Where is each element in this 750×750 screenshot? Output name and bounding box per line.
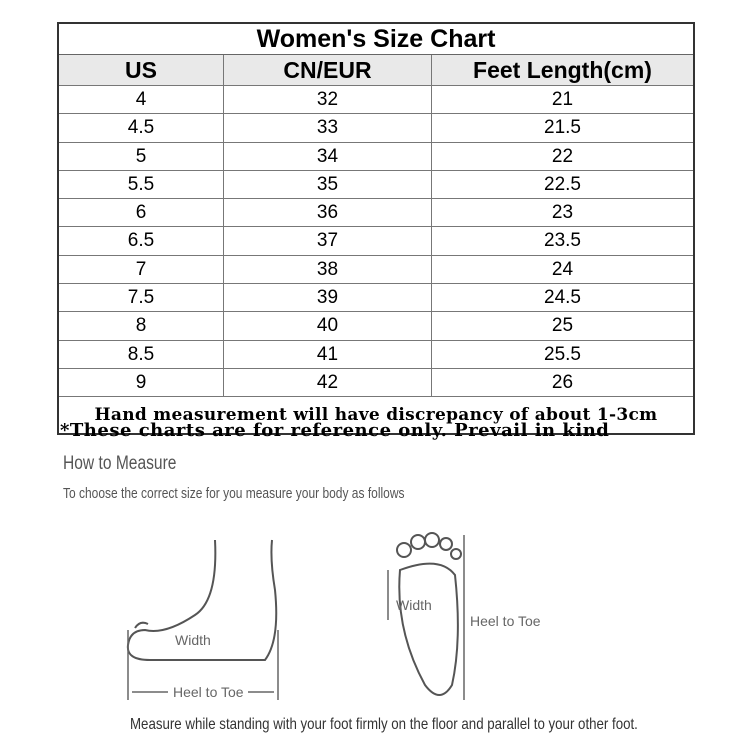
side-length-arrow bbox=[127, 630, 279, 700]
table-title: Women's Size Chart bbox=[59, 24, 693, 55]
cell-us: 4.5 bbox=[59, 114, 224, 142]
cell-cn-eur: 35 bbox=[224, 170, 432, 199]
cell-feet-length: 25.5 bbox=[544, 343, 581, 365]
cell-feet-length: 21 bbox=[551, 89, 574, 110]
table-note: Hand measurement will have discrepancy o… bbox=[94, 405, 658, 426]
how-to-measure-title: How to Measure bbox=[63, 453, 177, 474]
cell-cn-eur: 38 bbox=[224, 255, 432, 284]
reference-note: *These charts are for reference only. Pr… bbox=[60, 420, 610, 441]
table-header-row: US CN/EUR Feet Length(cm) bbox=[59, 55, 693, 86]
table-row: 8 40 25 bbox=[59, 312, 693, 341]
cell-feet-length: 26 bbox=[551, 371, 574, 393]
table-row: 7.5 39 24.5 bbox=[59, 284, 693, 313]
side-width-label: Width bbox=[175, 632, 211, 648]
cell-us: 7.5 bbox=[59, 284, 224, 312]
sole-illustration bbox=[396, 532, 462, 696]
table-row: 6.5 37 23.5 bbox=[59, 227, 693, 256]
cell-cn-eur: 37 bbox=[224, 227, 432, 255]
cell-cn-eur: 39 bbox=[224, 284, 432, 312]
foot-measure-diagram: Width Heel to Toe Width Heel to Toe bbox=[126, 532, 541, 700]
cell-cn-eur: 36 bbox=[224, 199, 432, 227]
sole-width-label: Width bbox=[396, 597, 432, 613]
table-row: 6 36 23 bbox=[59, 199, 693, 228]
table-row: 7 38 24 bbox=[59, 255, 693, 285]
side-length-label: Heel to Toe bbox=[173, 684, 244, 700]
cell-us: 7 bbox=[59, 255, 224, 284]
cell-feet-length: 23.5 bbox=[544, 230, 581, 252]
table-row: 5 34 22 bbox=[59, 142, 693, 171]
table-row: 5.5 35 22.5 bbox=[59, 170, 693, 200]
table-row: 9 42 26 bbox=[59, 368, 693, 398]
size-chart-table: Women's Size Chart US CN/EUR Feet Length… bbox=[57, 22, 695, 436]
cell-feet-length: 24.5 bbox=[544, 287, 581, 309]
cell-cn-eur: 32 bbox=[224, 86, 432, 114]
cell-us: 6 bbox=[59, 199, 224, 227]
sole-arrows bbox=[387, 535, 465, 700]
cell-cn-eur: 33 bbox=[224, 114, 432, 142]
how-to-measure-subtitle: To choose the correct size for you measu… bbox=[63, 485, 405, 502]
table-row: 4.5 33 21.5 bbox=[59, 114, 693, 143]
cell-us: 4 bbox=[59, 86, 224, 114]
header-cn-eur: CN/EUR bbox=[224, 55, 432, 85]
table-row: 8.5 41 25.5 bbox=[59, 340, 693, 369]
cell-cn-eur: 41 bbox=[224, 340, 432, 368]
cell-cn-eur: 34 bbox=[224, 142, 432, 170]
cell-cn-eur: 42 bbox=[224, 368, 432, 397]
cell-feet-length: 25 bbox=[551, 315, 574, 337]
cell-feet-length: 22.5 bbox=[544, 173, 581, 195]
sole-length-label: Heel to Toe bbox=[470, 613, 541, 629]
cell-us: 9 bbox=[59, 368, 224, 397]
table-row: 4 32 21 bbox=[59, 86, 693, 115]
cell-feet-length: 24 bbox=[551, 258, 574, 280]
header-us: US bbox=[59, 55, 224, 85]
cell-us: 8 bbox=[59, 312, 224, 340]
cell-us: 6.5 bbox=[59, 227, 224, 255]
measure-caption: Measure while standing with your foot fi… bbox=[130, 716, 638, 733]
cell-feet-length: 23 bbox=[551, 202, 574, 224]
cell-cn-eur: 40 bbox=[224, 312, 432, 340]
cell-us: 5.5 bbox=[59, 170, 224, 199]
cell-feet-length: 21.5 bbox=[544, 117, 581, 139]
cell-us: 8.5 bbox=[59, 340, 224, 368]
cell-feet-length: 22 bbox=[551, 145, 574, 167]
header-feet-length: Feet Length(cm) bbox=[473, 57, 652, 83]
cell-us: 5 bbox=[59, 142, 224, 170]
